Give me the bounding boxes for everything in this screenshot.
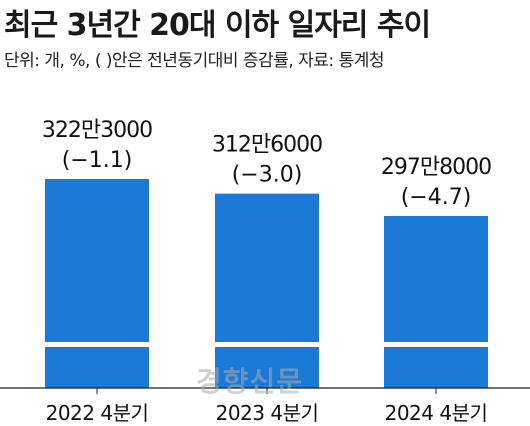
chart-subtitle: 단위: 개, %, ( )안은 전년동기대비 증감률, 자료: 통계청 xyxy=(4,51,384,71)
bar xyxy=(45,179,149,388)
change-label: (−4.7) xyxy=(401,185,472,210)
change-label: (−1.1) xyxy=(62,148,133,173)
x-tick-label: 2022 4분기 xyxy=(46,401,149,425)
x-tick-label: 2024 4분기 xyxy=(385,401,488,425)
chart-title: 최근 3년간 20대 이하 일자리 추이 xyxy=(4,8,431,43)
watermark-logo: 경향신문 xyxy=(196,365,304,398)
axis-break-band xyxy=(44,342,150,347)
axis-break-band xyxy=(383,342,489,347)
value-label: 312만6000 xyxy=(212,133,322,158)
axis-break-band xyxy=(214,342,320,347)
bar xyxy=(215,193,319,388)
bar xyxy=(384,216,488,388)
x-tick-label: 2023 4분기 xyxy=(216,401,319,425)
change-label: (−3.0) xyxy=(232,163,303,188)
value-label: 297만8000 xyxy=(381,155,491,180)
value-label: 322만3000 xyxy=(42,118,152,143)
